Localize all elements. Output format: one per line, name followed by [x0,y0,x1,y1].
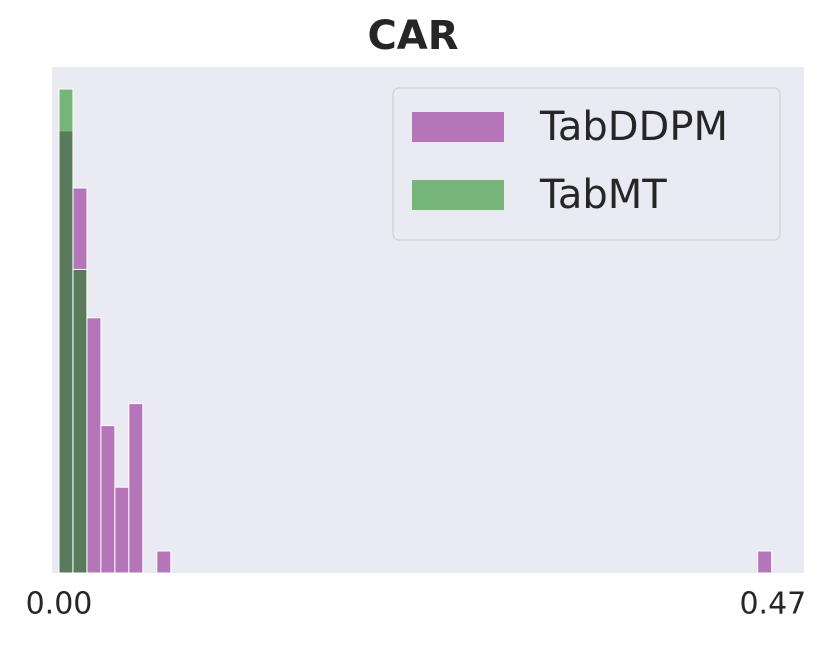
bar [156,550,172,574]
legend-label: TabDDPM [539,104,728,150]
bar [114,486,130,574]
bar [58,88,74,574]
legend-swatch [412,180,504,210]
x-tick-label: 0.00 [26,587,93,622]
bar [86,317,102,574]
bar [757,550,773,574]
legend-label: TabMT [539,172,667,218]
x-tick-label: 0.47 [739,587,806,622]
legend: TabDDPM TabMT [392,87,781,241]
chart-title: CAR [367,13,458,59]
bar [128,403,144,574]
legend-swatch [412,112,504,142]
bar [100,425,116,574]
bar [72,268,88,574]
